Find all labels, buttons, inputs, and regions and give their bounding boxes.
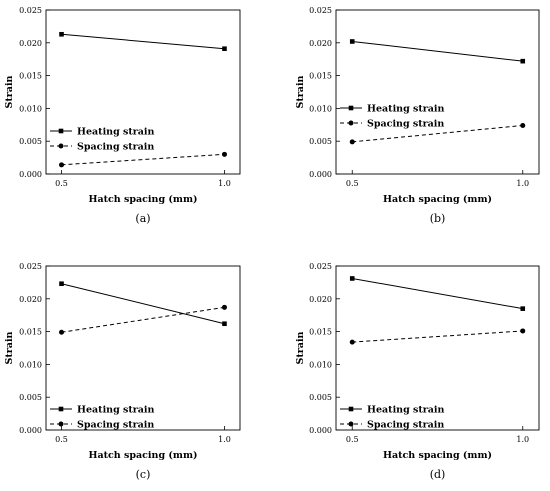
y-axis-label: Strain (4, 75, 15, 108)
series-line-heating (352, 277, 523, 310)
panel-label: (a) (135, 212, 150, 225)
y-tick-label: 0.025 (19, 262, 42, 271)
plot-frame (45, 265, 241, 431)
panel-label: (d) (430, 468, 446, 481)
chart-panel-a: 0.000 0.005 0.010 0.015 0.020 0.025 0.5 1.0 Hatc… (4, 6, 241, 225)
y-axis-label: Strain (4, 331, 15, 364)
y-tick-label: 0.010 (309, 360, 332, 369)
series-line-spacing (61, 153, 225, 166)
y-tick-label: 0.005 (309, 137, 332, 146)
chart-panel-c: 0.000 0.005 0.010 0.015 0.020 0.025 0.5 1.0 Hatc… (4, 262, 241, 481)
x-tick-label: 0.5 (346, 435, 359, 444)
data-point-square (520, 58, 526, 64)
x-tick-label: 1.0 (516, 435, 529, 444)
y-tick-label: 0.000 (19, 170, 42, 179)
x-tick-label: 0.5 (55, 179, 68, 188)
x-tick-label: 1.0 (218, 435, 231, 444)
y-tick-label: 0.000 (19, 426, 42, 435)
legend-label: Heating strain (367, 405, 445, 416)
data-point-circle (221, 151, 227, 157)
data-point-square (349, 276, 355, 281)
legend-label: Heating strain (367, 104, 445, 115)
legend-label: Heating strain (77, 127, 155, 138)
data-point-circle (349, 139, 355, 145)
data-point-circle (349, 339, 355, 345)
legend: Heating strain Spacing strain (340, 405, 445, 431)
legend-marker-square (348, 406, 354, 412)
data-point-circle (520, 122, 526, 128)
chart-panel-d: 0.000 0.005 0.010 0.015 0.020 0.025 0.5 1.0 Hatc… (295, 262, 540, 481)
y-tick-label: 0.025 (309, 262, 332, 271)
x-tick-label: 0.5 (55, 435, 68, 444)
panel-label: (b) (430, 212, 446, 225)
x-axis-label: Hatch spacing (mm) (88, 450, 197, 461)
x-axis-label: Hatch spacing (mm) (383, 450, 492, 461)
legend-marker-circle (58, 143, 64, 149)
series-line-spacing (61, 306, 225, 333)
x-tick-label: 0.5 (346, 179, 359, 188)
data-point-square (59, 281, 64, 287)
y-tick-label: 0.000 (309, 426, 332, 435)
legend-marker-circle (348, 120, 354, 126)
x-axis-label: Hatch spacing (mm) (88, 194, 197, 205)
legend-marker-square (348, 105, 354, 111)
y-tick-label: 0.020 (309, 295, 332, 304)
panel-label: (c) (136, 468, 151, 481)
data-point-square (222, 321, 227, 327)
y-tick-label: 0.010 (19, 104, 42, 113)
x-axis-label: Hatch spacing (mm) (383, 194, 492, 205)
y-axis-label: Strain (295, 75, 306, 108)
y-tick-label: 0.005 (309, 393, 332, 402)
plot-frame (335, 265, 540, 431)
series-line-heating (61, 283, 225, 325)
chart-panel-b: 0.000 0.005 0.010 0.015 0.020 0.025 0.5 1.0 Hatc… (295, 6, 540, 225)
data-point-circle (520, 328, 526, 334)
y-tick-label: 0.010 (309, 104, 332, 113)
legend-marker-circle (58, 421, 64, 427)
data-point-circle (59, 329, 65, 335)
y-axis-label: Strain (295, 331, 306, 364)
series-line-spacing (352, 124, 523, 143)
data-point-square (222, 46, 227, 52)
legend-marker-square (58, 406, 64, 412)
series-line-heating (61, 33, 225, 50)
plot-frame (45, 9, 241, 175)
y-tick-label: 0.020 (19, 39, 42, 48)
y-tick-label: 0.015 (309, 328, 332, 337)
y-tick-label: 0.005 (19, 137, 42, 146)
data-point-circle (221, 304, 227, 310)
legend: Heating strain Spacing strain (50, 405, 155, 431)
legend: Heating strain Spacing strain (340, 104, 445, 130)
y-tick-label: 0.020 (309, 39, 332, 48)
y-tick-label: 0.020 (19, 295, 42, 304)
data-point-square (59, 31, 64, 37)
x-tick-label: 1.0 (516, 179, 529, 188)
y-tick-label: 0.025 (309, 6, 332, 15)
legend-marker-square (58, 128, 64, 134)
y-tick-label: 0.015 (19, 328, 42, 337)
series-line-spacing (352, 330, 523, 343)
legend-label: Spacing strain (77, 142, 154, 153)
series-line-heating (352, 40, 523, 62)
y-tick-label: 0.000 (309, 170, 332, 179)
plot-frame (335, 9, 540, 175)
legend-label: Spacing strain (367, 119, 444, 130)
legend-label: Spacing strain (77, 420, 154, 431)
legend-label: Heating strain (77, 405, 155, 416)
data-point-circle (59, 162, 65, 168)
data-point-square (520, 306, 526, 311)
y-tick-label: 0.005 (19, 393, 42, 402)
y-tick-label: 0.025 (19, 6, 42, 15)
y-tick-label: 0.015 (19, 72, 42, 81)
y-tick-label: 0.015 (309, 72, 332, 81)
y-tick-label: 0.010 (19, 360, 42, 369)
data-point-square (349, 39, 355, 44)
legend-label: Spacing strain (367, 420, 444, 431)
legend: Heating strain Spacing strain (50, 127, 155, 153)
legend-marker-circle (348, 421, 354, 427)
x-tick-label: 1.0 (218, 179, 231, 188)
